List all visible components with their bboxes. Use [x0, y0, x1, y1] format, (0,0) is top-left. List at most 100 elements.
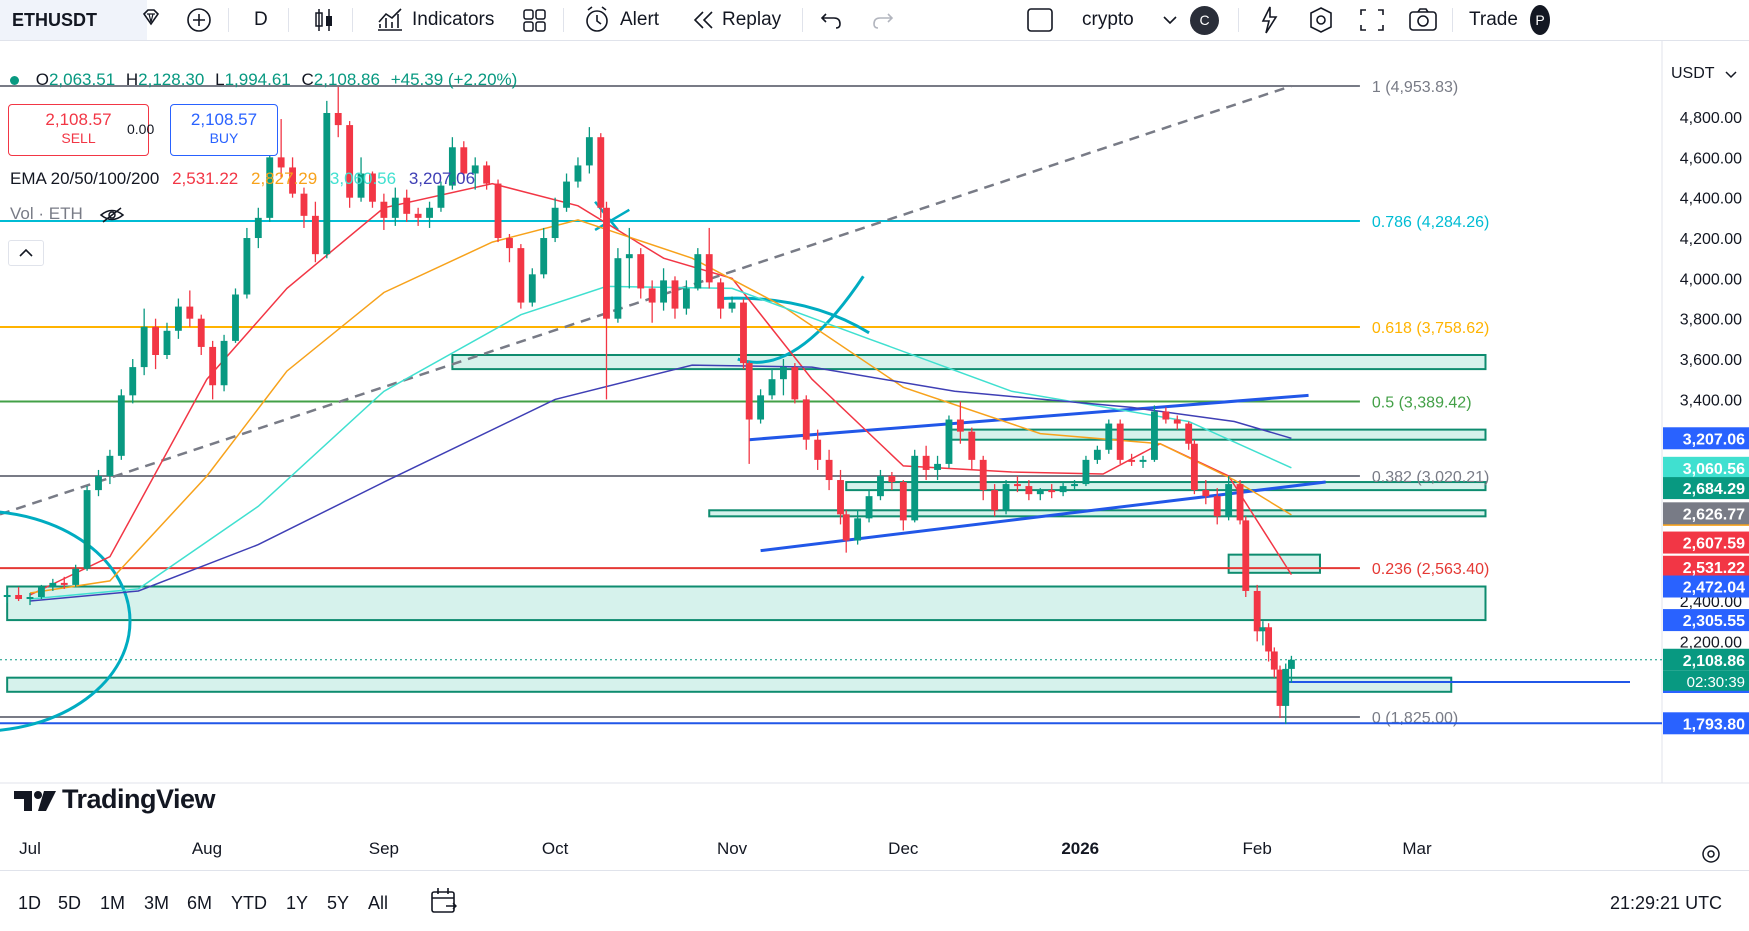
- channel-upper-line[interactable]: [749, 393, 1309, 442]
- high-label: H: [125, 70, 139, 89]
- templates-button[interactable]: [520, 0, 550, 40]
- range-button-5d[interactable]: 5D: [58, 893, 82, 913]
- price-label-box: [1663, 575, 1749, 598]
- indicators-button[interactable]: Indicators: [374, 0, 494, 40]
- range-button-1m[interactable]: 1M: [100, 893, 126, 913]
- interval-button[interactable]: D: [254, 0, 268, 40]
- volume-legend[interactable]: Vol · ETH: [10, 204, 125, 224]
- open-label: O: [35, 70, 49, 89]
- sell-price: 2,108.57: [45, 110, 112, 129]
- undo-button[interactable]: [818, 0, 846, 40]
- price-scale[interactable]: 2,200.00 2,400.00 3,400.00 3,600.00 3,800.00…: [1680, 110, 1742, 651]
- candle-body: [911, 455, 919, 521]
- time-tick-label: Sep: [369, 839, 399, 858]
- fib-retracement[interactable]: 1 (4,953.83) 0.786 (4,284.26) 0.618 (3,758…: [0, 79, 1489, 727]
- sell-button[interactable]: 2,108.57 SELL: [8, 104, 149, 156]
- trade-label: Trade: [1469, 9, 1518, 30]
- interval-label: D: [254, 9, 268, 30]
- quick-search-button[interactable]: [1254, 0, 1284, 40]
- price-label-text: 2,626.77: [1683, 506, 1745, 523]
- curve-drawing[interactable]: [737, 275, 865, 364]
- candle-body: [717, 282, 725, 309]
- price-label-text: 2,305.55: [1683, 613, 1745, 630]
- candle-body: [1048, 490, 1056, 493]
- candle-body: [357, 173, 365, 198]
- candle-body: [129, 367, 137, 396]
- candle-body: [311, 215, 319, 255]
- range-button-5y[interactable]: 5Y: [327, 893, 350, 913]
- alert-label: Alert: [620, 9, 660, 30]
- candle-body: [186, 306, 194, 319]
- candle-body: [528, 274, 536, 303]
- support-resistance-zone: [451, 353, 1487, 371]
- candle-body: [15, 594, 23, 600]
- ema-label: EMA 20/50/100/200: [10, 169, 160, 188]
- candle-body: [682, 288, 690, 309]
- range-button-ytd[interactable]: YTD: [231, 893, 267, 913]
- price-tick-label: 4,800.00: [1680, 110, 1742, 127]
- currency-select[interactable]: USDT: [1663, 58, 1749, 90]
- go-to-date-button[interactable]: [428, 884, 460, 921]
- low-label: L: [215, 70, 225, 89]
- compare-symbol-button[interactable]: [136, 0, 166, 40]
- ema200-value: 3,207.06: [408, 169, 476, 188]
- undo-icon: [820, 13, 841, 29]
- eye-crossed-icon[interactable]: [99, 206, 125, 224]
- range-button-all[interactable]: All: [368, 893, 389, 913]
- candle-body: [232, 294, 239, 341]
- candle-body: [780, 367, 787, 380]
- currency-label: USDT: [1671, 65, 1715, 82]
- fib-level-label: 0.382 (3,020.21): [1372, 469, 1489, 486]
- fullscreen-button[interactable]: [1357, 0, 1387, 40]
- candle-body: [1105, 423, 1113, 450]
- gear-icon: [1702, 845, 1720, 863]
- symbol-search[interactable]: ETHUSDT: [0, 0, 147, 40]
- layout-name[interactable]: crypto: [1082, 0, 1134, 40]
- redo-button[interactable]: [868, 0, 896, 40]
- layout-avatar[interactable]: C: [1190, 0, 1219, 40]
- profile-button[interactable]: P: [1530, 0, 1550, 40]
- settings-button[interactable]: [1306, 0, 1336, 40]
- chart-background: [0, 41, 1749, 870]
- diamond-icon: [142, 9, 160, 26]
- scale-settings-button[interactable]: [1702, 845, 1720, 863]
- time-tick-label: Aug: [192, 839, 222, 858]
- candle-body: [728, 302, 736, 309]
- time-scale[interactable]: Jul Aug Sep Oct Nov Dec 2026 Feb Mar: [19, 839, 1432, 858]
- range-button-1d[interactable]: 1D: [18, 893, 42, 913]
- candle-body: [1059, 486, 1067, 493]
- candle-body: [671, 280, 679, 309]
- buy-price: 2,108.57: [190, 110, 258, 129]
- clock-utc[interactable]: 21:29:21 UTC: [1610, 893, 1723, 913]
- add-symbol-button[interactable]: [185, 0, 215, 40]
- plus-circle-icon: [187, 8, 211, 32]
- circle-highlight[interactable]: [0, 510, 132, 732]
- curve-drawing[interactable]: [720, 296, 870, 335]
- ohlc-legend: O2,063.51 H2,128.30 L1,994.61 C2,108.86 …: [10, 70, 517, 90]
- candle-body: [899, 482, 907, 521]
- dashed-trend-line[interactable]: [0, 84, 1292, 516]
- price-chart[interactable]: 1 (4,953.83) 0.786 (4,284.26) 0.618 (3,758…: [0, 41, 1749, 871]
- snapshot-button[interactable]: [1407, 0, 1439, 40]
- candle-body: [517, 248, 525, 303]
- separator: [352, 8, 353, 32]
- range-button-6m[interactable]: 6M: [187, 893, 213, 913]
- candle-body: [922, 455, 930, 470]
- candle-body: [346, 125, 354, 198]
- buy-button[interactable]: 2,108.57 BUY: [170, 104, 278, 156]
- layout-select-button[interactable]: [1026, 0, 1056, 40]
- tradingview-watermark[interactable]: TradingView: [12, 784, 216, 815]
- trade-button[interactable]: Trade: [1469, 0, 1518, 40]
- range-button-3m[interactable]: 3M: [144, 893, 170, 913]
- ema-legend[interactable]: EMA 20/50/100/200 2,531.22 2,827.29 3,06…: [10, 169, 475, 189]
- alert-button[interactable]: Alert: [582, 0, 659, 40]
- price-label-box: [1663, 555, 1749, 578]
- chart-type-button[interactable]: [310, 0, 340, 40]
- camera-icon: [1409, 8, 1437, 31]
- separator: [288, 8, 289, 32]
- collapse-legend-button[interactable]: [8, 240, 44, 266]
- replay-button[interactable]: Replay: [690, 0, 781, 40]
- layout-dropdown-button[interactable]: [1160, 0, 1180, 40]
- range-button-1y[interactable]: 1Y: [286, 893, 309, 913]
- candles-layer: [3, 86, 1295, 725]
